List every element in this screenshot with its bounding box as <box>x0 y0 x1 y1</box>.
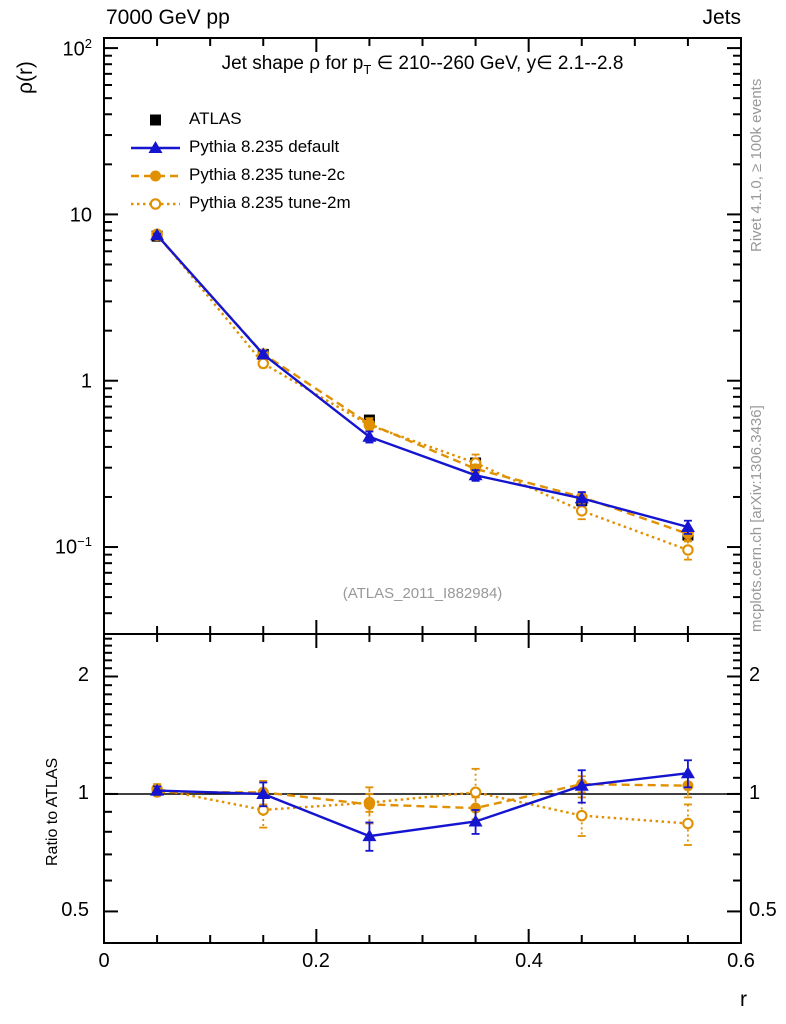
series-pythia-8-235-default <box>150 228 695 535</box>
legend-label-atlas: ATLAS <box>189 109 242 128</box>
x-axis-title: r <box>740 988 747 1011</box>
plot-title-subscript: T <box>363 61 372 77</box>
main-panel <box>103 37 742 635</box>
legend-swatches <box>131 114 180 210</box>
plot-title: Jet shape ρ for pT ∈ 210--260 GeV, y∈ 2.… <box>104 52 741 77</box>
rivet-version-note: Rivet 4.1.0, ≥ 100k events <box>748 78 765 252</box>
mcplots-arxiv-note: mcplots.cern.ch [arXiv:1306.3436] <box>748 405 765 632</box>
main-y-axis-title: ρ(r) <box>14 61 37 94</box>
process-label: Jets <box>702 6 741 29</box>
analysis-id-watermark: (ATLAS_2011_I882984) <box>342 585 503 602</box>
ytick-1e-1: 10−1 <box>54 534 92 559</box>
legend-label-default: Pythia 8.235 default <box>189 137 340 156</box>
ratio-ytick-05-right: 0.5 <box>749 899 777 921</box>
ratio-ytick-2-left: 2 <box>77 664 89 686</box>
series-pythia-8-235-tune-2c <box>151 230 694 542</box>
xtick-0: 0 <box>98 950 110 972</box>
ytick-1: 1 <box>80 370 92 393</box>
ratio-ytick-1-right: 1 <box>749 782 761 804</box>
legend-label-tune-2c: Pythia 8.235 tune-2c <box>189 165 345 184</box>
series-pythia-8-235-default <box>150 759 695 852</box>
ratio-ytick-2-right: 2 <box>749 664 761 686</box>
plot-title-rest: ∈ 210--260 GeV, y∈ 2.1--2.8 <box>371 53 624 74</box>
plot-title-text: Jet shape ρ for p <box>221 53 364 74</box>
xtick-06: 0.6 <box>727 950 755 972</box>
series-atlas <box>151 230 694 542</box>
ratio-y-axis-title: Ratio to ATLAS <box>44 757 61 866</box>
xtick-02: 0.2 <box>302 950 330 972</box>
beam-energy-label: 7000 GeV pp <box>106 6 230 29</box>
ytick-1e2: 102 <box>62 36 92 61</box>
ratio-ytick-05-left: 0.5 <box>61 899 89 921</box>
series-pythia-8-235-tune-2m <box>151 228 694 561</box>
ytick-10: 10 <box>69 204 92 227</box>
xtick-04: 0.4 <box>515 950 543 972</box>
ratio-panel <box>103 633 742 944</box>
legend-label-tune-2m: Pythia 8.235 tune-2m <box>189 193 351 212</box>
ratio-ytick-1-left: 1 <box>77 782 89 804</box>
